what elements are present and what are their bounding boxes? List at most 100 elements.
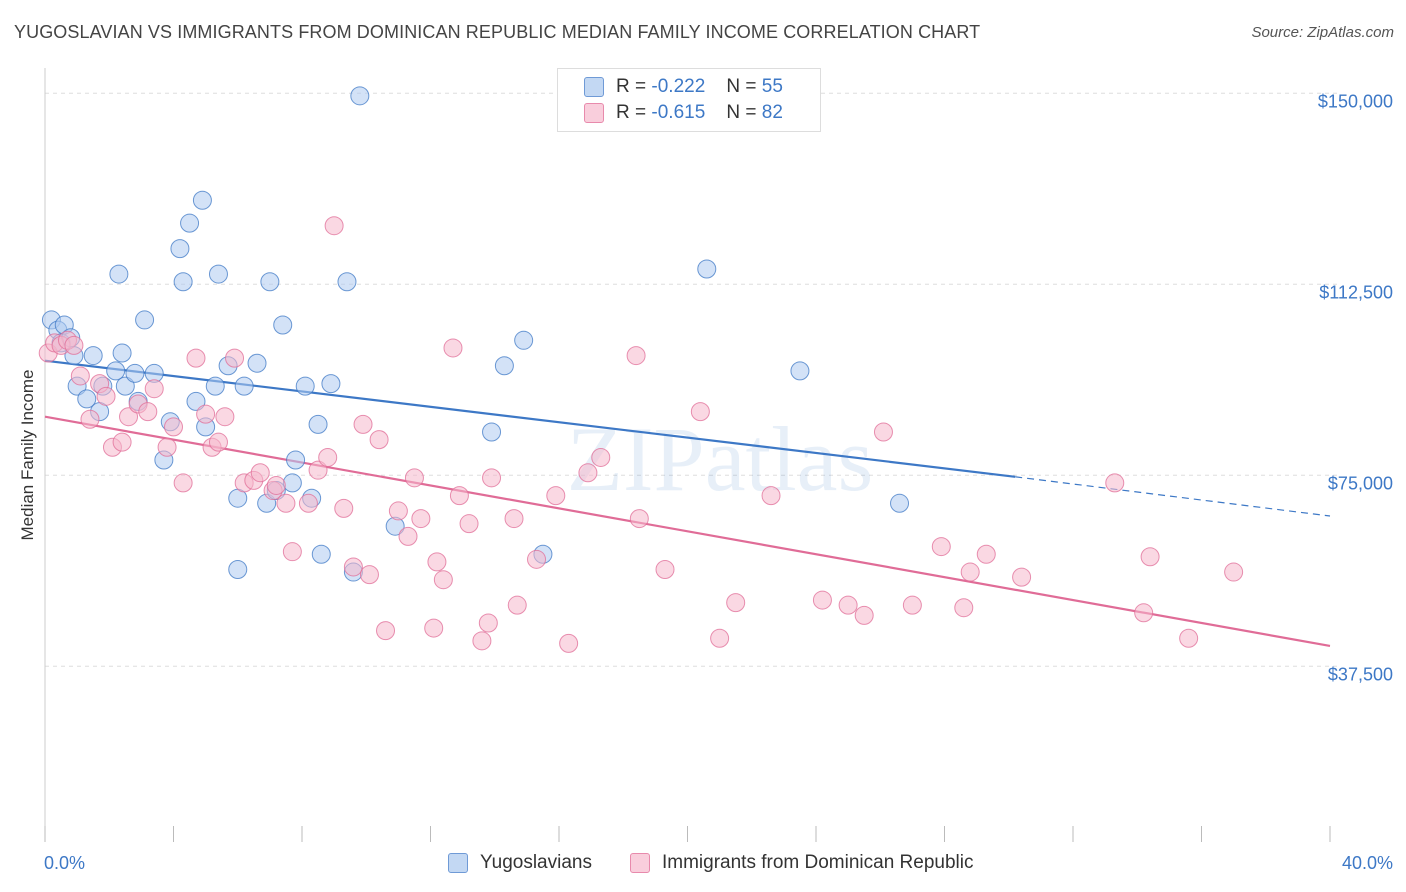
- yugoslavian-point: [337, 272, 357, 292]
- dominican-point: [359, 565, 379, 585]
- y-axis-title: Median Family Income: [18, 369, 37, 540]
- yugoslavian-point: [109, 264, 129, 284]
- dominican-point: [215, 407, 235, 427]
- dominican-point: [812, 590, 832, 610]
- x-tick-label: 40.0%: [1342, 853, 1393, 873]
- dominican-point: [427, 552, 447, 572]
- yugoslavian-point: [311, 544, 331, 564]
- dominican-point: [546, 486, 566, 506]
- legend-n-label: N =: [726, 76, 757, 97]
- yugoslavian-point: [192, 190, 212, 210]
- dominican-point: [343, 557, 363, 577]
- dominican-point: [250, 463, 270, 483]
- yugoslavian-point: [482, 422, 502, 442]
- dominican-point: [976, 544, 996, 564]
- dominican-point: [482, 468, 502, 488]
- legend-row-yugoslavians: R = -0.222 N = 55: [584, 75, 783, 99]
- x-tick-label: 0.0%: [44, 853, 85, 873]
- dominican-point: [954, 598, 974, 618]
- legend-swatch-pink: [584, 103, 604, 123]
- y-tick-label: $75,000: [1328, 473, 1393, 493]
- dominican-point: [472, 631, 492, 651]
- dominican-point: [1012, 567, 1032, 587]
- dominican-point: [225, 348, 245, 368]
- series-legend: Yugoslavians Immigrants from Dominican R…: [0, 852, 1406, 878]
- dominican-point: [96, 386, 116, 406]
- yugoslavian-trend-line: [44, 359, 1016, 478]
- yugoslavian-point: [308, 414, 328, 434]
- dominican-point: [1140, 547, 1160, 567]
- dominican-point: [112, 432, 132, 452]
- dominican-point: [404, 468, 424, 488]
- legend-row-dominican: R = -0.615 N = 82: [584, 101, 783, 125]
- dominican-point: [334, 498, 354, 518]
- legend-n-value: 55: [761, 76, 783, 97]
- yugoslavian-point: [286, 450, 306, 470]
- dominican-point: [960, 562, 980, 582]
- chart-title: YUGOSLAVIAN VS IMMIGRANTS FROM DOMINICAN…: [14, 22, 981, 42]
- y-tick-label: $112,500: [1319, 282, 1393, 302]
- yugoslavian-point: [115, 376, 135, 396]
- dominican-point: [157, 437, 177, 457]
- yugoslavian-point: [321, 374, 341, 394]
- dominican-point: [196, 404, 216, 424]
- legend-swatch-pink: [630, 853, 650, 873]
- dominican-point: [655, 560, 675, 580]
- dominican-point: [298, 493, 318, 513]
- legend-r-label: R =: [616, 76, 647, 97]
- legend-item-label: Immigrants from Dominican Republic: [662, 852, 974, 873]
- dominican-point: [854, 605, 874, 625]
- legend-r-value: -0.222: [651, 76, 706, 97]
- dominican-point: [873, 422, 893, 442]
- dominican-trend-line: [44, 415, 1331, 647]
- yugoslavian-point: [890, 493, 910, 513]
- yugoslavian-point: [77, 389, 97, 409]
- yugoslavian-point: [186, 391, 206, 411]
- legend-n-value: 82: [761, 102, 783, 123]
- legend-item-yugoslavians[interactable]: Yugoslavians: [448, 852, 592, 874]
- dominican-point: [376, 621, 396, 641]
- yugoslavian-point: [697, 259, 717, 279]
- dominican-point: [459, 514, 479, 534]
- axes: [44, 68, 1331, 842]
- dominican-point: [629, 509, 649, 529]
- dominican-point: [266, 475, 286, 495]
- dominican-point: [578, 463, 598, 483]
- dominican-point: [173, 473, 193, 493]
- yugoslavian-point: [295, 376, 315, 396]
- dominican-point: [324, 216, 344, 236]
- dominican-point: [411, 509, 431, 529]
- legend-swatch-blue: [448, 853, 468, 873]
- dominican-point: [838, 595, 858, 615]
- dominican-point: [527, 549, 547, 569]
- dominican-point: [282, 542, 302, 562]
- yugoslavian-point: [112, 343, 132, 363]
- dominican-point: [318, 447, 338, 467]
- dominican-point: [276, 493, 296, 513]
- dominican-point: [369, 430, 389, 450]
- yugoslavian-point: [260, 272, 280, 292]
- yugoslavian-point: [170, 239, 190, 259]
- yugoslavian-point: [135, 310, 155, 330]
- dominican-point: [1179, 628, 1199, 648]
- dominican-point: [626, 346, 646, 366]
- yugoslavian-point: [205, 376, 225, 396]
- dominican-point: [449, 486, 469, 506]
- yugoslavian-point: [282, 473, 302, 493]
- dominican-point: [507, 595, 527, 615]
- dominican-point: [478, 613, 498, 633]
- dominican-point: [208, 432, 228, 452]
- y-tick-label: $150,000: [1318, 91, 1393, 111]
- dominican-point: [308, 460, 328, 480]
- correlation-legend: R = -0.222 N = 55 R = -0.615 N = 82: [557, 68, 821, 132]
- dominican-point: [1134, 603, 1154, 623]
- dominican-point: [504, 509, 524, 529]
- dominican-point: [559, 633, 579, 653]
- legend-item-dominican[interactable]: Immigrants from Dominican Republic: [630, 852, 974, 874]
- yugoslavian-point: [180, 213, 200, 233]
- dominican-point: [690, 402, 710, 422]
- dominican-point: [1105, 473, 1125, 493]
- yugoslavian-point: [514, 330, 534, 350]
- yugoslavian-point: [247, 353, 267, 373]
